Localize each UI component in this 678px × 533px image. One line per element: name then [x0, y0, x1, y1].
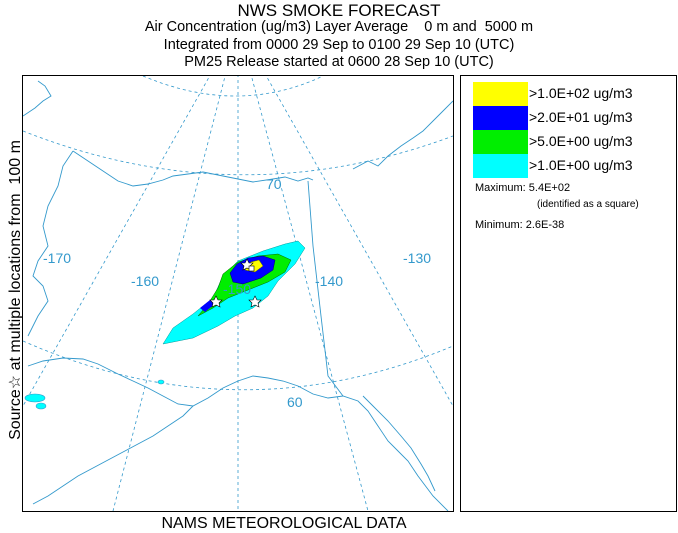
southwest-coast [27, 357, 449, 511]
source-markers [209, 258, 262, 308]
lon-label-140: -140 [315, 273, 343, 289]
lat-line-70 [23, 130, 453, 176]
north-coast [72, 150, 314, 187]
legend-swatch-yellow [473, 82, 528, 106]
border-canada [307, 180, 344, 397]
source-star-2 [209, 295, 223, 308]
forecast-map: -170 -160 -150 -140 -130 70 60 [23, 76, 453, 511]
lon-line-170 [23, 76, 211, 407]
lat-line-60 [23, 340, 453, 391]
lon-label-130: -130 [403, 250, 431, 266]
lat-label-70: 70 [266, 176, 282, 192]
source-star-1 [248, 295, 262, 308]
island-b [35, 402, 47, 410]
coastlines [23, 80, 453, 511]
plume-blue-west [200, 300, 215, 312]
maximum-square [248, 265, 255, 272]
latitude-lines [23, 76, 453, 391]
legend-label-yellow: >1.0E+02 ug/m3 [529, 85, 633, 101]
lat-line-80 [142, 76, 324, 97]
canada-arctic-coast [352, 100, 453, 170]
lon-label-150: -150 [223, 281, 251, 297]
legend-label-green: >5.0E+00 ug/m3 [529, 133, 633, 149]
subtitle-layer: Air Concentration (ug/m3) Layer Average … [144, 19, 534, 35]
subtitle-integration: Integrated from 0000 29 Sep to 0100 29 S… [163, 37, 515, 53]
legend-label-blue: >2.0E+01 ug/m3 [529, 109, 633, 125]
minimum-value: Minimum: 2.6E-38 [475, 219, 565, 231]
island-c [157, 379, 165, 385]
maximum-note: (identified as a square) [537, 199, 639, 210]
lat-label-60: 60 [287, 394, 303, 410]
legend-label-cyan: >1.0E+00 ug/m3 [529, 157, 633, 173]
panhandle-coast [362, 395, 436, 492]
legend-item-cyan: >1.0E+00 ug/m3 [473, 154, 673, 178]
legend-item-blue: >2.0E+01 ug/m3 [473, 106, 673, 130]
legend-swatch-green [473, 130, 528, 154]
forecast-title: NWS SMOKE FORECAST [237, 1, 441, 20]
legend-item-yellow: >1.0E+02 ug/m3 [473, 82, 673, 106]
russia-coast [23, 80, 52, 117]
alaska-peninsula [32, 405, 194, 505]
legend-swatch-blue [473, 106, 528, 130]
island-a [24, 393, 46, 403]
aleutian-islands [24, 379, 165, 410]
subtitle-release: PM25 Release started at 0600 28 Sep 10 (… [184, 54, 494, 70]
lon-label-170: -170 [43, 250, 71, 266]
legend-swatch-cyan [473, 154, 528, 178]
lon-line-130 [265, 76, 453, 407]
lon-label-160: -160 [131, 273, 159, 289]
map-panel: -170 -160 -150 -140 -130 70 60 [22, 75, 454, 512]
maximum-value: Maximum: 5.4E+02 [475, 182, 571, 194]
legend-panel: >1.0E+02 ug/m3 >2.0E+01 ug/m3 >5.0E+00 u… [460, 75, 677, 512]
met-data-label: NAMS METEOROLOGICAL DATA [161, 515, 407, 532]
northwest-coast [27, 150, 74, 337]
graticule-labels: -170 -160 -150 -140 -130 70 60 [43, 176, 431, 410]
legend-item-green: >5.0E+00 ug/m3 [473, 130, 673, 154]
